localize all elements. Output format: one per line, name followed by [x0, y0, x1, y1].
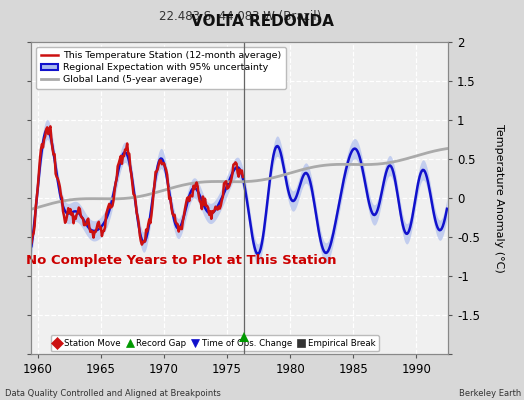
- Text: VOLTA REDONDA: VOLTA REDONDA: [191, 14, 333, 29]
- Title: 22.483 S, 44.083 W (Brazil): 22.483 S, 44.083 W (Brazil): [159, 10, 321, 23]
- Text: No Complete Years to Plot at This Station: No Complete Years to Plot at This Statio…: [26, 254, 336, 267]
- Y-axis label: Temperature Anomaly (°C): Temperature Anomaly (°C): [494, 124, 504, 272]
- Text: Data Quality Controlled and Aligned at Breakpoints: Data Quality Controlled and Aligned at B…: [5, 390, 221, 398]
- Legend: Station Move, Record Gap, Time of Obs. Change, Empirical Break: Station Move, Record Gap, Time of Obs. C…: [50, 335, 379, 351]
- Text: Berkeley Earth: Berkeley Earth: [459, 390, 521, 398]
